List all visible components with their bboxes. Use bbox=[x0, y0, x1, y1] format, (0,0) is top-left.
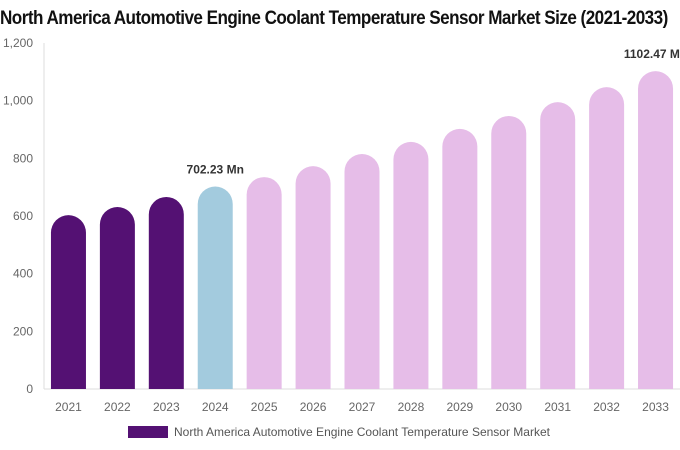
x-tick-label: 2026 bbox=[300, 400, 327, 414]
data-label: 1102.47 Mn bbox=[624, 47, 680, 61]
x-tick-label: 2032 bbox=[593, 400, 620, 414]
x-tick-label: 2027 bbox=[349, 400, 376, 414]
y-tick-label: 400 bbox=[13, 267, 33, 281]
y-tick-label: 1,000 bbox=[3, 94, 33, 108]
x-tick-label: 2024 bbox=[202, 400, 229, 414]
x-tick-label: 2031 bbox=[544, 400, 571, 414]
y-tick-label: 600 bbox=[13, 209, 33, 223]
bar-2025 bbox=[246, 177, 282, 389]
data-label: 702.23 Mn bbox=[187, 163, 244, 177]
x-tick-label: 2030 bbox=[495, 400, 522, 414]
y-tick-label: 1,200 bbox=[3, 36, 33, 50]
bar-2033 bbox=[638, 71, 674, 389]
legend-label: North America Automotive Engine Coolant … bbox=[174, 425, 550, 439]
x-tick-label: 2023 bbox=[153, 400, 180, 414]
bar-2031 bbox=[540, 102, 576, 389]
y-tick-label: 800 bbox=[13, 151, 33, 165]
bar-2028 bbox=[393, 141, 429, 389]
bar-2024 bbox=[197, 186, 233, 389]
bar-2022 bbox=[99, 207, 135, 389]
bar-2030 bbox=[491, 115, 527, 389]
x-tick-label: 2021 bbox=[55, 400, 82, 414]
x-tick-label: 2025 bbox=[251, 400, 278, 414]
y-tick-label: 200 bbox=[13, 324, 33, 338]
legend: North America Automotive Engine Coolant … bbox=[128, 425, 550, 439]
x-tick-label: 2028 bbox=[398, 400, 425, 414]
y-tick-label: 0 bbox=[26, 382, 33, 396]
bar-2023 bbox=[148, 196, 184, 389]
bar-2021 bbox=[50, 215, 86, 389]
bar-2032 bbox=[589, 87, 625, 390]
bar-2027 bbox=[344, 154, 380, 389]
legend-swatch bbox=[128, 426, 168, 438]
bar-2026 bbox=[295, 166, 331, 389]
x-tick-label: 2022 bbox=[104, 400, 131, 414]
x-tick-label: 2029 bbox=[446, 400, 473, 414]
bar-2029 bbox=[442, 128, 478, 389]
x-tick-label: 2033 bbox=[642, 400, 669, 414]
chart-title: North America Automotive Engine Coolant … bbox=[0, 8, 668, 29]
